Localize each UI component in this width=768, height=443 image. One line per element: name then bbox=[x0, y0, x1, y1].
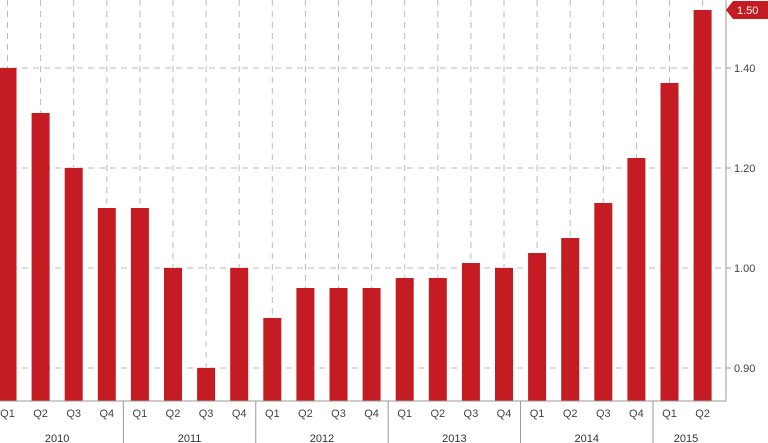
x-tick-label: Q2 bbox=[563, 408, 578, 420]
last-value-badge: 1.50 bbox=[726, 1, 768, 19]
x-tick-label: Q1 bbox=[133, 408, 148, 420]
bar bbox=[329, 288, 348, 401]
x-tick-label: Q2 bbox=[695, 408, 710, 420]
last-value-label: 1.50 bbox=[737, 5, 758, 17]
x-tick-label: Q2 bbox=[430, 408, 445, 420]
bar bbox=[296, 288, 315, 401]
year-label: 2011 bbox=[178, 433, 202, 443]
x-tick-label: Q3 bbox=[331, 408, 346, 420]
bar bbox=[495, 268, 513, 401]
axes bbox=[0, 0, 731, 443]
bar bbox=[660, 83, 679, 401]
x-tick-label: Q4 bbox=[232, 408, 247, 420]
y-tick-label: 1.00 bbox=[734, 263, 755, 275]
x-tick-label: Q4 bbox=[99, 408, 114, 420]
bar bbox=[64, 168, 83, 401]
x-tick-label: Q1 bbox=[265, 408, 280, 420]
y-tick-labels: 0.90 1.00 1.20 1.40 bbox=[734, 63, 755, 375]
bar bbox=[230, 268, 249, 401]
bar bbox=[197, 368, 216, 401]
year-label: 2013 bbox=[442, 433, 466, 443]
bar bbox=[395, 278, 414, 401]
year-label: 2010 bbox=[45, 433, 69, 443]
x-tick-label: Q4 bbox=[497, 408, 512, 420]
x-tick-label: Q2 bbox=[166, 408, 181, 420]
y-tick-label: 1.20 bbox=[734, 163, 755, 175]
x-tick-label: Q1 bbox=[662, 408, 677, 420]
x-tick-labels: Q1 Q2 Q3 Q4 Q1 Q2 Q3 Q4 Q1 Q2 Q3 Q4 Q1 Q2 Q3 Q4 Q1 Q2 Q3 Q4… bbox=[0, 408, 710, 443]
x-tick-label: Q2 bbox=[298, 408, 313, 420]
y-tick-label: 0.90 bbox=[734, 363, 755, 375]
bar bbox=[31, 113, 50, 401]
bars bbox=[0, 10, 712, 401]
bar bbox=[461, 263, 480, 401]
bar bbox=[97, 208, 116, 401]
x-tick-label: Q1 bbox=[530, 408, 545, 420]
year-label: 2015 bbox=[674, 433, 698, 443]
bar bbox=[130, 208, 149, 401]
bar bbox=[0, 68, 17, 401]
x-tick-label: Q1 bbox=[397, 408, 412, 420]
year-label: 2014 bbox=[575, 433, 599, 443]
bar bbox=[362, 288, 381, 401]
bar bbox=[693, 10, 712, 401]
bar bbox=[528, 253, 547, 401]
x-tick-label: Q3 bbox=[199, 408, 214, 420]
last-value-badge-shape bbox=[726, 1, 768, 19]
x-tick-label: Q2 bbox=[33, 408, 48, 420]
x-tick-label: Q3 bbox=[596, 408, 611, 420]
x-tick-label: Q1 bbox=[0, 408, 15, 420]
bar bbox=[594, 203, 613, 401]
y-tick-label: 1.40 bbox=[734, 63, 755, 75]
x-tick-label: Q3 bbox=[464, 408, 479, 420]
bar bbox=[627, 158, 646, 401]
year-label: 2012 bbox=[310, 433, 334, 443]
x-tick-label: Q4 bbox=[364, 408, 379, 420]
bar bbox=[428, 278, 447, 401]
bar bbox=[164, 268, 182, 401]
x-tick-label: Q4 bbox=[629, 408, 644, 420]
bar bbox=[561, 238, 580, 401]
bar bbox=[263, 318, 282, 401]
x-tick-label: Q3 bbox=[66, 408, 81, 420]
